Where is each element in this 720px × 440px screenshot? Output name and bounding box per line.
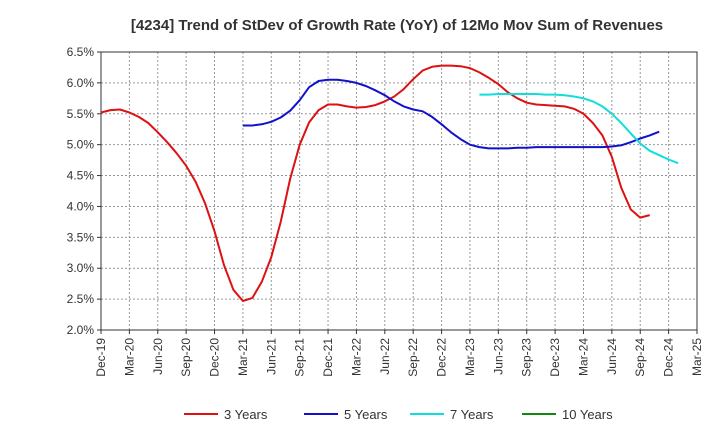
chart-title: [4234] Trend of StDev of Growth Rate (Yo… xyxy=(131,17,663,34)
legend: 3 Years 5 Years 7 Years 10 Years xyxy=(184,407,613,422)
x-tick-label: Dec-22 xyxy=(435,338,449,377)
x-tick-label: Jun-21 xyxy=(264,338,278,375)
series-line-3-years xyxy=(100,64,650,302)
y-tick-label: 2.0% xyxy=(67,323,95,337)
series-line-5-years xyxy=(242,78,660,150)
y-tick-label: 5.0% xyxy=(67,138,95,152)
legend-label: 3 Years xyxy=(224,407,268,422)
x-axis: Dec-19 Mar-20 Jun-20 Sep-20 Dec-20 Mar-21 Jun-… xyxy=(94,330,704,377)
x-tick-label: Mar-23 xyxy=(463,338,477,376)
x-tick-label: Sep-21 xyxy=(293,338,307,377)
legend-label: 5 Years xyxy=(344,407,388,422)
x-tick-label: Dec-20 xyxy=(208,338,222,377)
x-tick-label: Mar-20 xyxy=(122,338,136,376)
y-tick-label: 3.0% xyxy=(67,261,95,275)
x-tick-label: Mar-22 xyxy=(349,338,363,376)
y-tick-label: 6.5% xyxy=(67,45,95,59)
y-tick-label: 2.5% xyxy=(67,292,95,306)
y-tick-label: 3.5% xyxy=(67,230,95,244)
x-tick-label: Dec-24 xyxy=(662,338,676,377)
x-tick-label: Dec-23 xyxy=(548,338,562,377)
series-lines xyxy=(100,64,679,302)
x-tick-label: Sep-23 xyxy=(520,338,534,377)
x-tick-label: Jun-22 xyxy=(378,338,392,375)
x-tick-label: Mar-25 xyxy=(690,338,704,376)
x-tick-label: Jun-20 xyxy=(151,338,165,375)
y-tick-label: 6.0% xyxy=(67,76,95,90)
x-tick-label: Mar-21 xyxy=(236,338,250,376)
y-tick-label: 5.5% xyxy=(67,107,95,121)
plot-frame xyxy=(100,51,698,331)
x-tick-label: Dec-21 xyxy=(321,338,335,377)
x-tick-label: Sep-24 xyxy=(633,338,647,377)
legend-label: 10 Years xyxy=(562,407,613,422)
series-line-7-years xyxy=(479,93,679,165)
x-tick-label: Jun-23 xyxy=(491,338,505,375)
y-tick-label: 4.0% xyxy=(67,199,95,213)
x-tick-label: Jun-24 xyxy=(605,338,619,375)
x-tick-label: Dec-19 xyxy=(94,338,108,377)
y-axis: 2.0% 2.5% 3.0% 3.5% 4.0% 4.5% 5.0% 5.5% 6.0% 6.5% xyxy=(67,45,101,337)
x-tick-label: Sep-20 xyxy=(179,338,193,377)
x-tick-label: Mar-24 xyxy=(576,338,590,376)
legend-label: 7 Years xyxy=(450,407,494,422)
x-tick-label: Sep-22 xyxy=(406,338,420,377)
y-tick-label: 4.5% xyxy=(67,169,95,183)
